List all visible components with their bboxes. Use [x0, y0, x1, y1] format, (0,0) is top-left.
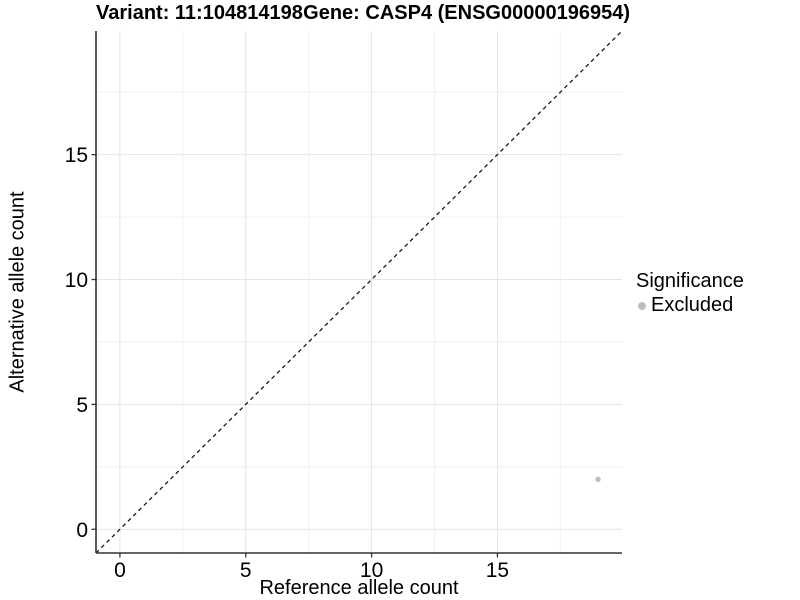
plot-title-gene: Gene: CASP4 (ENSG00000196954): [303, 2, 630, 24]
legend-item-label: Excluded: [651, 294, 734, 316]
plot-title-variant: Variant: 11:104814198: [96, 2, 303, 24]
x-axis-title: Reference allele count: [259, 577, 459, 599]
plot-title: Variant: 11:104814198 Gene: CASP4 (ENSG0…: [96, 2, 630, 25]
y-tick-label: 5: [76, 394, 88, 417]
legend-point-icon: [638, 301, 646, 310]
identity-dashed-line: [95, 30, 623, 554]
x-tick-label: 10: [360, 559, 383, 582]
y-tick-label: 10: [65, 269, 88, 292]
data-point-excluded: [595, 476, 601, 483]
y-axis-title: Alternative allele count: [6, 191, 29, 393]
legend: Significance Excluded: [636, 270, 744, 317]
legend-item-excluded: Excluded: [636, 294, 744, 317]
x-tick-label: 15: [486, 559, 509, 582]
x-tick-label: 0: [114, 559, 126, 582]
y-tick-label: 15: [65, 144, 88, 167]
legend-title: Significance: [636, 270, 744, 292]
y-tick-label: 0: [76, 519, 88, 542]
x-tick-label: 5: [240, 559, 252, 582]
